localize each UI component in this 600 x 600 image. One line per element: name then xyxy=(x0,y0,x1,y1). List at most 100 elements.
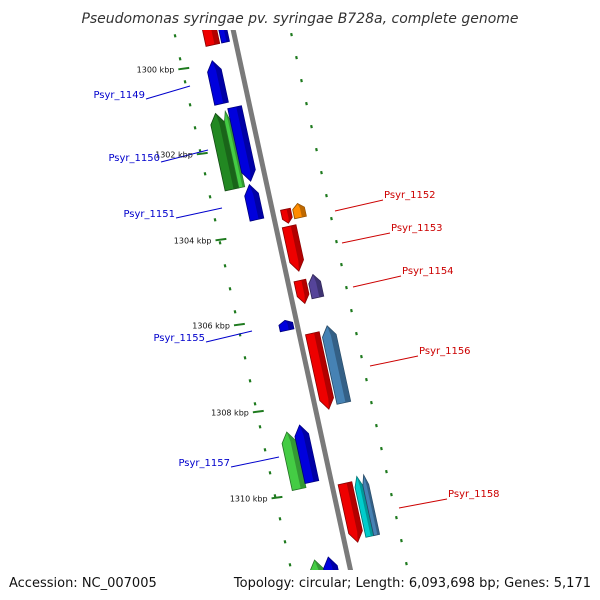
tick-mark xyxy=(370,400,373,405)
tick-mark xyxy=(300,78,303,83)
gene-arrow xyxy=(202,30,221,47)
gene-label-psyr_1157[interactable]: Psyr_1157 xyxy=(178,458,230,469)
tick-mark xyxy=(253,402,257,406)
tick-mark xyxy=(335,239,338,244)
tick-mark xyxy=(340,262,343,267)
gene-arrow xyxy=(227,105,256,182)
gene-arrow xyxy=(305,331,334,410)
tick-mark xyxy=(315,147,318,152)
tick-mark xyxy=(395,515,398,520)
gene-label-psyr_1150[interactable]: Psyr_1150 xyxy=(108,153,160,164)
label-leader-line xyxy=(205,330,253,343)
gene-arrow xyxy=(224,109,246,189)
gene-arrow xyxy=(308,273,325,300)
kbp-tick-labels: 1300 kbp 1302 kbp 1304 kbp 1306 kbp 1308 kbp… xyxy=(137,65,283,503)
tick-label: 1308 kbp xyxy=(211,408,249,417)
gene-arrow xyxy=(281,431,307,491)
gene-label-psyr_1149[interactable]: Psyr_1149 xyxy=(93,90,145,101)
gene-arrow xyxy=(218,30,230,44)
gene-arrow xyxy=(244,183,265,222)
tick-mark xyxy=(228,287,232,291)
major-tick xyxy=(252,409,264,414)
gene-arrow xyxy=(280,207,293,224)
tick-mark xyxy=(405,561,408,566)
genome-title: Pseudomonas syringae pv. syringae B728a,… xyxy=(81,11,518,27)
tick-mark xyxy=(360,354,363,359)
tick-mark xyxy=(243,356,247,360)
gene-label-psyr_1153[interactable]: Psyr_1153 xyxy=(391,223,443,234)
gene-label-psyr_1155[interactable]: Psyr_1155 xyxy=(153,333,205,344)
tick-mark xyxy=(305,101,308,106)
tick-mark xyxy=(213,218,217,222)
tick-label: 1304 kbp xyxy=(174,236,212,245)
tick-mark xyxy=(188,103,192,107)
tick-mark xyxy=(345,285,348,290)
major-tick xyxy=(178,66,190,71)
tick-mark xyxy=(295,55,298,60)
tick-mark xyxy=(283,540,287,544)
tick-mark xyxy=(278,517,282,521)
tick-mark xyxy=(310,124,313,129)
gene-arrow xyxy=(354,475,375,538)
tick-label: 1302 kbp xyxy=(155,150,193,159)
label-leader-line xyxy=(398,498,448,509)
gene-label-psyr_1158[interactable]: Psyr_1158 xyxy=(448,489,500,500)
gene-arrow xyxy=(310,559,325,570)
gene-arrow xyxy=(337,481,363,543)
gene-features xyxy=(202,30,381,570)
tick-mark xyxy=(223,264,227,268)
label-leader-line xyxy=(160,149,209,163)
tick-mark xyxy=(178,57,182,61)
tick-mark xyxy=(400,538,403,543)
major-tick xyxy=(196,151,208,156)
major-tick xyxy=(271,495,283,500)
gene-arrow xyxy=(207,60,229,106)
label-leader-line xyxy=(145,85,191,100)
tick-mark xyxy=(258,425,262,429)
tick-mark xyxy=(268,471,272,475)
tick-mark xyxy=(208,195,212,199)
inner-tick-marks xyxy=(173,34,292,567)
gene-label-psyr_1151[interactable]: Psyr_1151 xyxy=(123,209,175,220)
topology-text: Topology: circular; Length: 6,093,698 bp… xyxy=(233,576,591,591)
major-tick xyxy=(215,237,227,242)
label-leader-line xyxy=(341,232,391,244)
tick-mark xyxy=(248,379,252,383)
tick-mark xyxy=(325,193,328,198)
label-leader-line xyxy=(175,207,223,219)
tick-mark xyxy=(380,446,383,451)
tick-mark xyxy=(263,448,267,452)
outer-tick-marks xyxy=(290,32,408,566)
gene-label-psyr_1156[interactable]: Psyr_1156 xyxy=(419,346,471,357)
tick-mark xyxy=(365,377,368,382)
tick-mark xyxy=(355,331,358,336)
genome-backbone xyxy=(230,30,354,570)
tick-mark xyxy=(183,80,187,84)
tick-mark xyxy=(288,563,292,567)
tick-mark xyxy=(218,241,222,245)
tick-mark xyxy=(173,34,177,38)
label-leader-line xyxy=(352,275,402,288)
tick-mark xyxy=(290,32,293,37)
label-leader-line xyxy=(230,456,280,468)
tick-mark xyxy=(193,126,197,130)
gene-arrow xyxy=(362,473,381,537)
tick-mark xyxy=(385,469,388,474)
gene-arrow xyxy=(294,424,320,484)
tick-mark xyxy=(390,492,393,497)
gene-arrow xyxy=(322,325,352,405)
label-leader-line xyxy=(334,199,384,212)
gene-arrow xyxy=(293,278,310,305)
gene-arrow xyxy=(323,556,339,570)
tick-mark xyxy=(233,310,237,314)
gene-arrow xyxy=(278,319,295,333)
gene-label-psyr_1152[interactable]: Psyr_1152 xyxy=(384,190,436,201)
tick-mark xyxy=(350,308,353,313)
gene-arrow xyxy=(281,224,304,272)
tick-mark xyxy=(330,216,333,221)
tick-mark xyxy=(375,423,378,428)
gene-label-psyr_1154[interactable]: Psyr_1154 xyxy=(402,266,454,277)
major-tick xyxy=(233,322,245,327)
tick-mark xyxy=(320,170,323,175)
